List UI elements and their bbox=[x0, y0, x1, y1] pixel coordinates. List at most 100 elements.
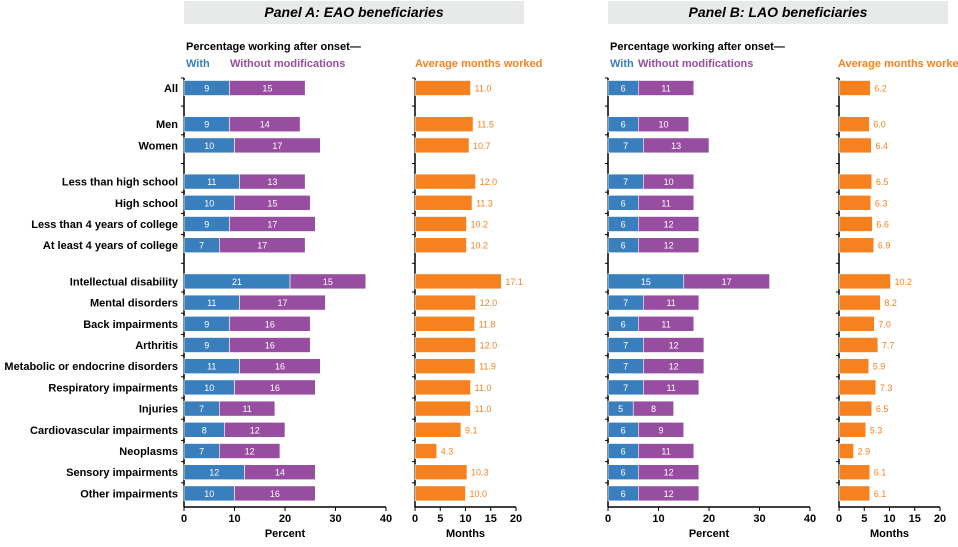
bar-value-label: 8 bbox=[651, 404, 656, 414]
bar-value-label: 9 bbox=[204, 84, 209, 94]
bar-without bbox=[637, 485, 700, 502]
bar-value-label: 6 bbox=[621, 319, 626, 329]
bar-months bbox=[414, 400, 471, 417]
x-tick-label: 40 bbox=[804, 513, 816, 525]
x-tick-label: 5 bbox=[437, 513, 443, 525]
x-tick-label: 30 bbox=[753, 513, 765, 525]
bar-months bbox=[838, 273, 891, 290]
x-tick-label: 10 bbox=[459, 513, 471, 525]
bar-value-label: 6.5 bbox=[876, 177, 889, 187]
bar-value-label: 7 bbox=[199, 404, 204, 414]
bar-without bbox=[229, 116, 301, 132]
category-label: Mental disorders bbox=[90, 298, 178, 310]
bar-value-label: 13 bbox=[671, 141, 681, 151]
bar-value-label: 11.0 bbox=[475, 84, 492, 94]
plot-3: 0 5 10 15 20 Months 6.2 6.0 6.4 6.5 6.3 6.6 6.9 10.2 8… bbox=[836, 77, 946, 540]
bar-without bbox=[643, 137, 710, 154]
bar-months bbox=[414, 173, 476, 190]
x-tick-label: 0 bbox=[836, 513, 842, 525]
bar-without bbox=[219, 400, 276, 417]
x-tick-label: 20 bbox=[510, 513, 522, 525]
x-tick-label: 30 bbox=[329, 513, 341, 525]
bar-value-label: 5.3 bbox=[870, 425, 883, 435]
bar-value-label: 6.9 bbox=[878, 241, 891, 251]
bar-value-label: 7 bbox=[623, 341, 628, 351]
bar-value-label: 6.4 bbox=[875, 141, 888, 151]
bar-value-label: 21 bbox=[232, 277, 242, 287]
panel-a-title: Panel A: EAO beneficiaries bbox=[264, 4, 443, 20]
bar-value-label: 16 bbox=[265, 341, 275, 351]
bar-value-label: 12 bbox=[669, 341, 679, 351]
bar-value-label: 7.0 bbox=[878, 319, 891, 329]
bar-months bbox=[838, 337, 879, 353]
bar-value-label: 11 bbox=[666, 298, 675, 308]
bar-value-label: 10.2 bbox=[471, 241, 489, 251]
bar-months bbox=[414, 116, 474, 132]
bar-months bbox=[838, 443, 854, 459]
panel-b-subtitle: Percentage working after onset— bbox=[610, 41, 785, 53]
category-label: Cardiovascular impairments bbox=[30, 425, 178, 437]
bar-months bbox=[414, 315, 475, 332]
bar-months bbox=[838, 315, 875, 332]
category-label: All bbox=[164, 83, 178, 95]
bar-value-label: 16 bbox=[275, 362, 285, 372]
bar-without bbox=[234, 379, 316, 396]
bar-without bbox=[239, 294, 326, 311]
x-axis-title: Percent bbox=[265, 528, 306, 540]
x-tick-label: 0 bbox=[181, 513, 187, 525]
bar-value-label: 11 bbox=[661, 447, 670, 457]
bar-without bbox=[683, 273, 770, 290]
bar-without bbox=[637, 421, 685, 438]
bar-value-label: 6 bbox=[621, 425, 626, 435]
category-label: Injuries bbox=[139, 404, 178, 416]
bar-months bbox=[414, 358, 476, 375]
x-axis-title: Months bbox=[870, 528, 909, 540]
plot-2: 0 10 20 30 40 Percent 6 11 6 10 7 13 7 10 6 11 6 12 6 12 15 1… bbox=[605, 77, 816, 540]
bar-value-label: 16 bbox=[270, 383, 280, 393]
x-tick-label: 0 bbox=[605, 513, 611, 525]
bar-without bbox=[637, 237, 700, 253]
bar-value-label: 10 bbox=[204, 141, 214, 151]
bar-value-label: 7 bbox=[199, 241, 204, 251]
bar-value-label: 7 bbox=[623, 141, 628, 151]
x-tick-label: 15 bbox=[909, 513, 921, 525]
bar-value-label: 12.0 bbox=[480, 341, 498, 351]
bar-value-label: 12 bbox=[209, 468, 219, 478]
bar-value-label: 6.3 bbox=[875, 198, 888, 208]
bar-months bbox=[838, 464, 871, 481]
bar-value-label: 8 bbox=[202, 425, 207, 435]
bar-value-label: 9 bbox=[204, 220, 209, 230]
bar-value-label: 17 bbox=[267, 220, 277, 230]
bar-without bbox=[234, 485, 316, 502]
plots: 0 10 20 30 40 Percent 9 15 9 14 10 17 11 13 10 15 9 17 7 17… bbox=[181, 77, 946, 540]
bar-months bbox=[414, 273, 502, 290]
bar-without bbox=[229, 216, 316, 232]
bar-value-label: 17 bbox=[722, 277, 732, 287]
bar-value-label: 8.2 bbox=[884, 298, 897, 308]
bar-value-label: 10 bbox=[204, 383, 214, 393]
bar-months bbox=[414, 485, 466, 502]
bar-value-label: 10.2 bbox=[895, 277, 913, 287]
bar-without bbox=[239, 358, 321, 375]
panel-b-months-title: Average months worked bbox=[838, 58, 958, 70]
bar-value-label: 10.3 bbox=[471, 468, 489, 478]
bar-months bbox=[414, 237, 467, 253]
bar-value-label: 6 bbox=[621, 84, 626, 94]
bar-value-label: 11.0 bbox=[475, 383, 492, 393]
category-labels: All Men Women Less than high school High sch… bbox=[4, 83, 178, 500]
panel-b-header bbox=[608, 1, 948, 24]
bar-value-label: 10 bbox=[659, 120, 669, 130]
bar-months bbox=[838, 358, 870, 375]
panel-b-legend-with: With bbox=[610, 58, 634, 70]
category-label: Women bbox=[138, 140, 178, 152]
panel-a-legend-without: Without modifications bbox=[230, 58, 345, 70]
category-label: Less than high school bbox=[62, 177, 178, 189]
bar-without bbox=[229, 80, 306, 96]
bar-value-label: 6 bbox=[621, 220, 626, 230]
bar-months bbox=[414, 464, 468, 481]
bar-value-label: 10.2 bbox=[471, 220, 489, 230]
bar-value-label: 12 bbox=[664, 241, 674, 251]
bar-value-label: 12 bbox=[669, 362, 679, 372]
bar-without bbox=[234, 137, 321, 154]
bar-without bbox=[643, 358, 705, 375]
